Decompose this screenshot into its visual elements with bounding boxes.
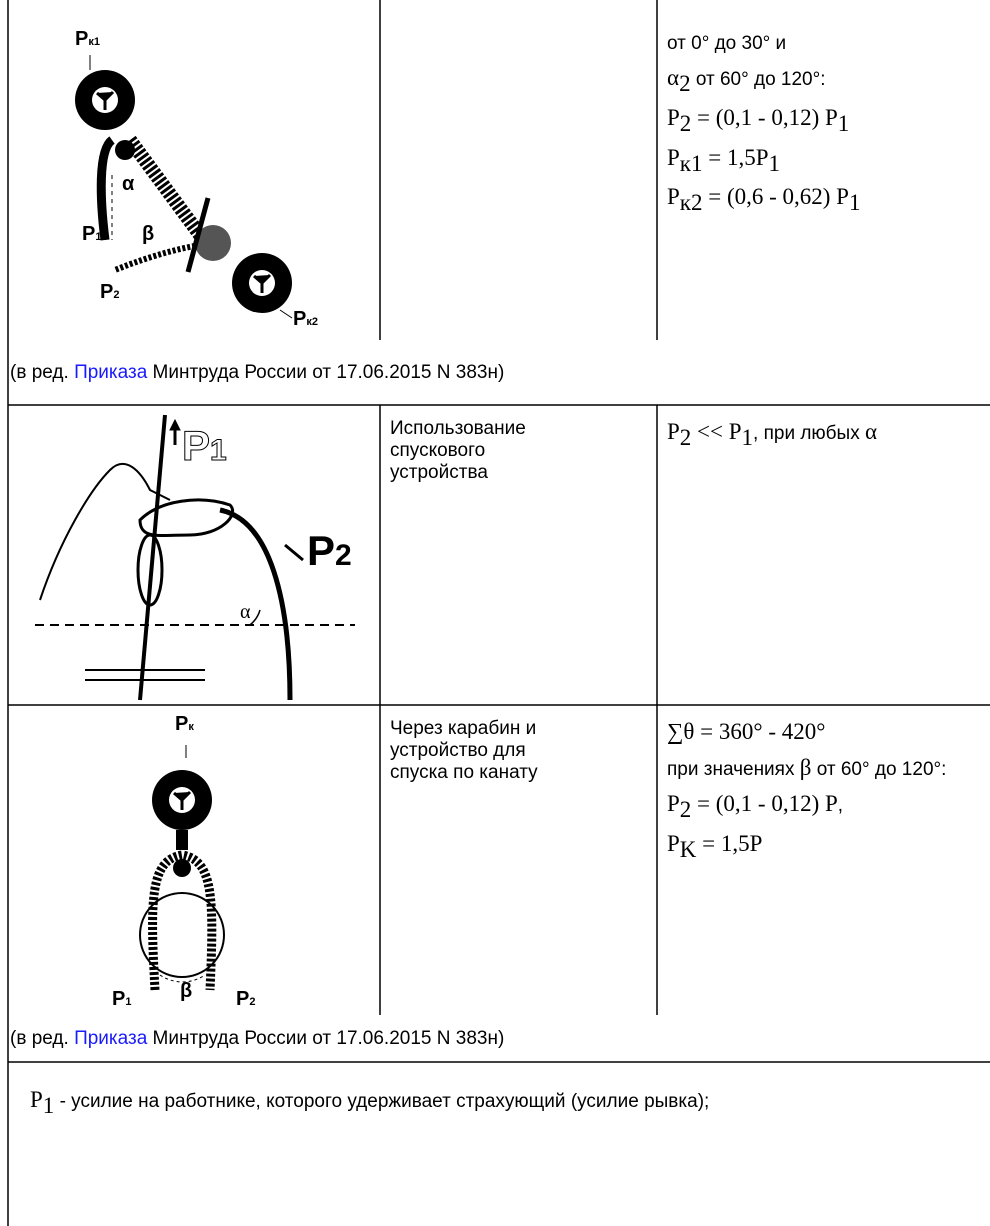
formula-line: от 0° до 30° и bbox=[667, 30, 990, 58]
subscript: к2 bbox=[679, 190, 703, 215]
text-segment: β bbox=[799, 755, 812, 780]
figure-label: β bbox=[180, 980, 192, 1002]
figure-1: Pк1 P1 α β P2 Pк2 bbox=[75, 28, 318, 330]
formula-line: PK = 1,5P bbox=[667, 830, 967, 864]
text-segment: P bbox=[667, 419, 680, 444]
text-segment: - усилие на работнике, которого удержива… bbox=[54, 1091, 710, 1112]
formula-line: ∑θ = 360° - 420° bbox=[667, 718, 967, 748]
text-segment: от 60° до 120°: bbox=[811, 759, 947, 780]
description: Через карабин и устройство для спуска по… bbox=[390, 718, 538, 783]
subscript: 2 bbox=[679, 110, 692, 136]
formula-line: P2 = (0,1 - 0,12) P, bbox=[667, 790, 967, 824]
figure-label: Pк2 bbox=[293, 308, 318, 330]
link[interactable]: Приказа bbox=[74, 362, 148, 383]
formula-cell: P2 << P1, при любых α bbox=[667, 416, 990, 458]
figure-label: P1 bbox=[182, 422, 227, 469]
note-text: (в ред. bbox=[10, 1028, 75, 1049]
text-segment: от 60° до 120°: bbox=[690, 69, 826, 90]
description: Использование спускового устройства bbox=[390, 418, 526, 483]
text-segment: α bbox=[865, 419, 878, 444]
subscript: 2 bbox=[679, 70, 691, 96]
figure-label: P2 bbox=[307, 527, 352, 574]
text-segment: P bbox=[667, 184, 680, 210]
figure-label: Pк1 bbox=[75, 28, 100, 50]
subscript: K bbox=[679, 836, 697, 862]
edit-note: (в ред. Приказа Минтруда России от 17.06… bbox=[10, 362, 504, 384]
figure-label: P1 bbox=[82, 223, 101, 245]
subscript: 1 bbox=[768, 150, 781, 176]
text-segment: = 1,5P bbox=[702, 144, 769, 170]
note-text: (в ред. bbox=[10, 362, 75, 383]
figure-label: β bbox=[142, 223, 154, 245]
subscript: 1 bbox=[837, 110, 850, 136]
text-segment: P bbox=[667, 830, 680, 856]
note-text: Минтруда России от 17.06.2015 N 383н) bbox=[147, 1028, 505, 1049]
text-segment: , при любых bbox=[753, 423, 865, 444]
text-segment: = (0,6 - 0,62) P bbox=[702, 184, 849, 210]
subscript: 2 bbox=[679, 796, 692, 822]
text-segment: = (0,1 - 0,12) P bbox=[691, 104, 838, 130]
formula-line: P2 = (0,1 - 0,12) P1 bbox=[667, 104, 990, 138]
text-segment: P bbox=[30, 1087, 43, 1112]
link[interactable]: Приказа bbox=[74, 1028, 148, 1049]
text-segment: при значениях bbox=[667, 759, 800, 780]
formula-cell: ∑θ = 360° - 420° при значениях β от 60° д… bbox=[667, 716, 967, 870]
figure-label: P1 bbox=[112, 988, 131, 1010]
text-segment: P bbox=[667, 144, 680, 170]
figure-label: P2 bbox=[236, 988, 255, 1010]
subscript: 1 bbox=[42, 1092, 55, 1118]
formula-line: при значениях β от 60° до 120°: bbox=[667, 754, 967, 784]
text-segment: << P bbox=[691, 419, 742, 444]
text-segment: P bbox=[667, 791, 680, 816]
footnote: P1 - усилие на работнике, которого удерж… bbox=[10, 1082, 990, 1124]
subscript: к1 bbox=[679, 150, 703, 176]
text-segment: от 0° до 30° и bbox=[667, 33, 787, 54]
figure-label: P2 bbox=[100, 281, 119, 303]
formula-line: Pк2 = (0,6 - 0,62) P1 bbox=[667, 183, 990, 217]
formula-line: α2 от 60° до 120°: bbox=[667, 64, 990, 98]
table-borders bbox=[7, 0, 990, 1226]
text-segment: ∑θ = 360° - 420° bbox=[667, 719, 826, 744]
subscript: 1 bbox=[741, 424, 754, 450]
text-segment: α bbox=[667, 65, 680, 90]
text-segment: P bbox=[667, 104, 680, 130]
subscript: 1 bbox=[848, 190, 861, 215]
text-segment: , bbox=[837, 795, 844, 816]
figure-2: P1 P2 α bbox=[35, 414, 355, 701]
subscript: 2 bbox=[679, 424, 692, 450]
figure-label: Pк bbox=[175, 713, 194, 735]
text-segment: = 1,5P bbox=[696, 830, 763, 856]
formula-cell: от 0° до 30° и α2 от 60° до 120°: P2 = (0,… bbox=[667, 28, 990, 223]
formula-line: Pк1 = 1,5P1 bbox=[667, 144, 990, 178]
text-segment: = (0,1 - 0,12) P bbox=[691, 791, 838, 816]
note-text: Минтруда России от 17.06.2015 N 383н) bbox=[147, 362, 505, 383]
edit-note: (в ред. Приказа Минтруда России от 17.06… bbox=[10, 1028, 504, 1050]
figure-label: α bbox=[122, 173, 135, 195]
figure-3: Pк P1 β P2 bbox=[112, 713, 255, 1010]
figure-label: α bbox=[240, 601, 251, 623]
formula-line: P2 << P1, при любых α bbox=[667, 418, 990, 452]
